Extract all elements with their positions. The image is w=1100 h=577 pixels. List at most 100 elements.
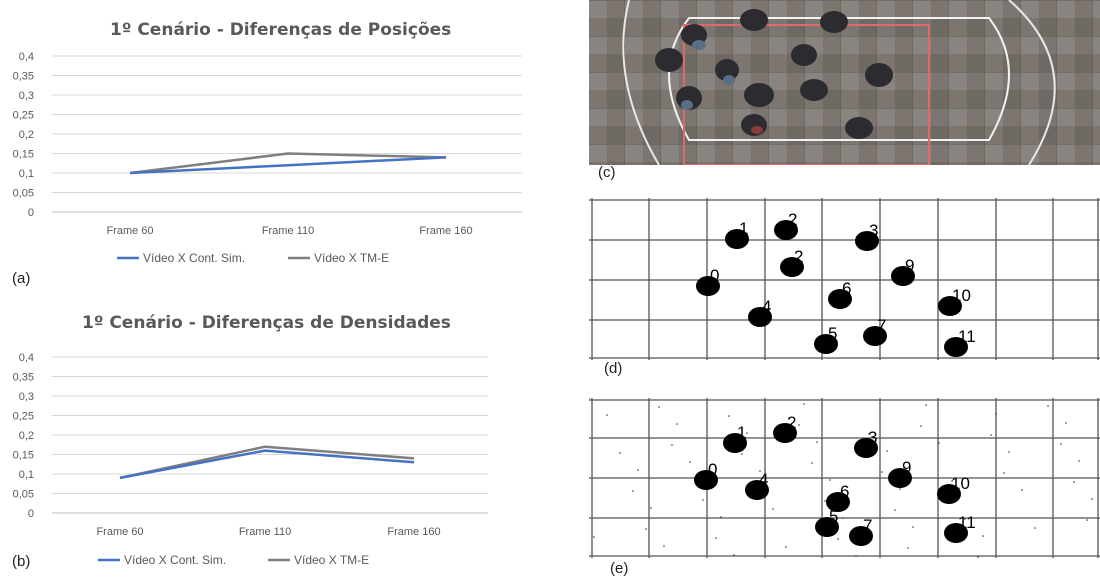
noise-dot: [886, 450, 888, 452]
person-id-label: 3: [869, 221, 878, 240]
person-id-label: 1: [739, 219, 748, 238]
noise-dot: [824, 500, 826, 502]
person-id-label: 3: [868, 428, 877, 447]
person-id-label: 6: [842, 279, 851, 298]
density-grid-e: 1 2 3 0 9 4 6 10 5 7 11: [589, 398, 1100, 558]
y-tick-label: 0,05: [13, 489, 34, 501]
y-tick-label: 0,25: [13, 110, 34, 122]
noise-dot: [1073, 481, 1075, 483]
noise-dot: [1086, 519, 1088, 521]
noise-dot: [645, 528, 647, 530]
noise-dot: [920, 425, 922, 427]
series-line: [119, 449, 415, 480]
person-marker: [725, 229, 749, 249]
noise-dot: [1060, 443, 1062, 445]
person-marker: [780, 257, 804, 277]
series-line: [129, 156, 447, 175]
noise-dot: [733, 554, 735, 556]
noise-dot: [829, 479, 831, 481]
noise-dot: [816, 441, 818, 443]
person-marker: [826, 492, 850, 512]
noise-dot: [676, 423, 678, 425]
noise-dot: [741, 453, 743, 455]
noise-dot: [1078, 460, 1080, 462]
aerial-crowd-photo: [589, 0, 1100, 165]
noise-dot: [689, 461, 691, 463]
person-id-label: 5: [829, 507, 838, 526]
noise-dot: [803, 403, 805, 405]
person-id-label: 0: [708, 460, 717, 479]
noise-dot: [632, 490, 634, 492]
noise-dot: [715, 537, 717, 539]
panel-label-c: (c): [598, 164, 616, 181]
person-marker: [815, 517, 839, 537]
noise-dot: [589, 398, 590, 399]
y-tick-label: 0,4: [19, 51, 34, 63]
person-id-label: 6: [840, 482, 849, 501]
y-tick-label: 0,05: [13, 188, 34, 200]
noise-dot: [658, 406, 660, 408]
y-tick-label: 0,15: [13, 450, 34, 462]
person-id-label: 4: [762, 297, 771, 316]
x-tick-label: Frame 110: [239, 526, 291, 538]
person-marker: [888, 468, 912, 488]
person-id-label: 11: [958, 513, 976, 532]
person-id-label: 11: [958, 327, 976, 346]
noise-dot: [938, 442, 940, 444]
person-marker: [944, 337, 968, 357]
person-id-label: 2: [787, 413, 796, 432]
person-marker: [854, 438, 878, 458]
person-id-label: 7: [877, 316, 886, 335]
person-marker: [855, 231, 879, 251]
person-id-label: 2: [788, 210, 797, 229]
noise-dot: [663, 545, 665, 547]
y-tick-label: 0,35: [13, 372, 34, 384]
x-tick-label: Frame 60: [96, 526, 143, 538]
person-id-label: 7: [863, 516, 872, 535]
y-tick-label: 0,1: [19, 469, 34, 481]
noise-dot: [650, 507, 652, 509]
noise-dot: [593, 536, 595, 538]
noise-dot: [1021, 489, 1023, 491]
noise-dot: [785, 546, 787, 548]
y-tick-label: 0,1: [19, 168, 34, 180]
noise-dot: [619, 452, 621, 454]
y-tick-label: 0,4: [19, 352, 34, 364]
noise-dot: [720, 516, 722, 518]
person-marker: [748, 307, 772, 327]
noise-dot: [1003, 472, 1005, 474]
x-tick-label: Frame 110: [262, 225, 314, 237]
noise-dot: [811, 462, 813, 464]
legend-label: Vídeo X Cont. Sim.: [124, 553, 226, 567]
panel-label-b: (b): [12, 553, 31, 570]
person-marker: [937, 484, 961, 504]
person-marker: [938, 296, 962, 316]
noise-dot: [899, 488, 901, 490]
y-tick-label: 0,2: [19, 430, 34, 442]
noise-dot: [728, 415, 730, 417]
chart-b: 0 0,05 0,1 0,15 0,2 0,25 0,3 0,35 0,4 Frame 60 Fra…: [13, 352, 488, 567]
person-marker: [863, 326, 887, 346]
y-tick-label: 0,3: [19, 90, 34, 102]
person-id-label: 9: [902, 458, 911, 477]
noise-dot: [907, 547, 909, 549]
noise-dot: [1091, 498, 1093, 500]
series-line: [129, 152, 447, 175]
person-marker: [891, 266, 915, 286]
person-marker: [745, 480, 769, 500]
noise-dot: [842, 517, 844, 519]
y-tick-label: 0,35: [13, 71, 34, 83]
noise-dot: [1008, 451, 1010, 453]
person-id-label: 5: [828, 324, 837, 343]
noise-dot: [894, 509, 896, 511]
grid-background: [589, 198, 1100, 360]
noise-dot: [759, 470, 761, 472]
panel-label-a: (a): [12, 270, 31, 287]
person-id-label: 10: [951, 474, 970, 493]
position-grid-d: 1 2 3 0 2 9 6 10 4 5 7 11: [589, 198, 1100, 360]
noise-dot: [881, 471, 883, 473]
person-marker: [814, 334, 838, 354]
noise-dot: [1034, 527, 1036, 529]
person-id-label: 1: [737, 423, 746, 442]
noise-dot: [855, 555, 857, 557]
